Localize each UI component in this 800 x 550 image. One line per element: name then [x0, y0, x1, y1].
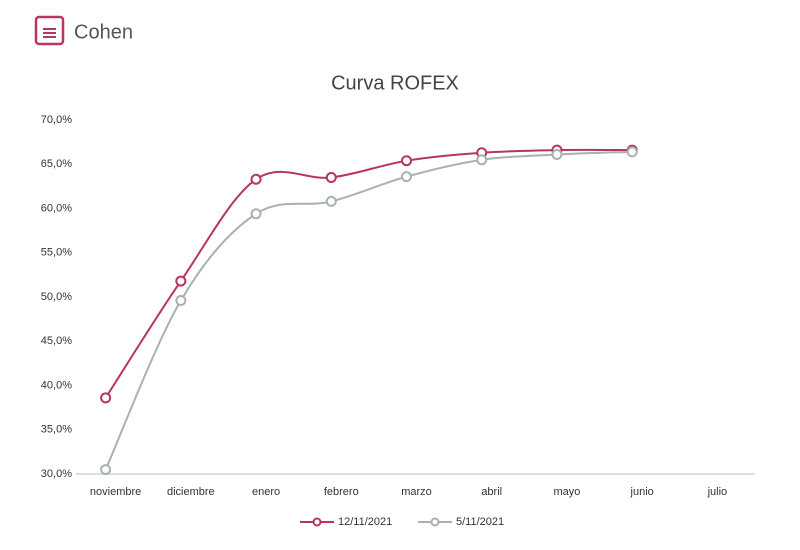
series-line [104, 150, 633, 470]
legend-marker [312, 517, 322, 527]
brand-name: Cohen [74, 21, 133, 43]
y-tick-label: 50,0% [41, 291, 72, 303]
data-point [250, 173, 262, 185]
legend-label: 5/11/2021 [456, 516, 504, 528]
x-tick-label: junio [630, 486, 654, 498]
x-tick-label: diciembre [167, 486, 215, 498]
y-tick-label: 30,0% [41, 468, 72, 480]
data-point [551, 149, 563, 161]
legend-label: 12/11/2021 [338, 516, 392, 528]
y-tick-label: 65,0% [41, 158, 72, 170]
data-point [476, 154, 488, 166]
y-tick-label: 60,0% [41, 202, 72, 214]
data-point [175, 275, 187, 287]
x-tick-label: enero [252, 486, 280, 498]
data-point [626, 146, 638, 158]
y-tick-label: 40,0% [41, 379, 72, 391]
logo [34, 15, 65, 46]
data-point [401, 171, 412, 183]
x-tick-label: noviembre [90, 486, 141, 498]
y-tick-label: 70,0% [41, 114, 72, 126]
data-point [175, 295, 187, 307]
x-tick-label: mayo [553, 486, 580, 498]
data-point [100, 392, 112, 404]
legend-marker [430, 517, 440, 527]
data-point [325, 195, 337, 207]
data-point [401, 155, 412, 167]
data-point [100, 464, 112, 476]
data-point [325, 172, 337, 184]
y-tick-label: 35,0% [41, 424, 72, 436]
x-tick-label: abril [481, 486, 502, 498]
y-tick-label: 55,0% [41, 247, 72, 259]
x-tick-label: febrero [324, 486, 359, 498]
chart-title: Curva ROFEX [331, 72, 459, 94]
data-point [250, 208, 262, 220]
x-tick-label: julio [707, 486, 728, 498]
x-tick-label: marzo [401, 486, 432, 498]
y-tick-label: 45,0% [41, 335, 72, 347]
series-line [104, 148, 633, 399]
